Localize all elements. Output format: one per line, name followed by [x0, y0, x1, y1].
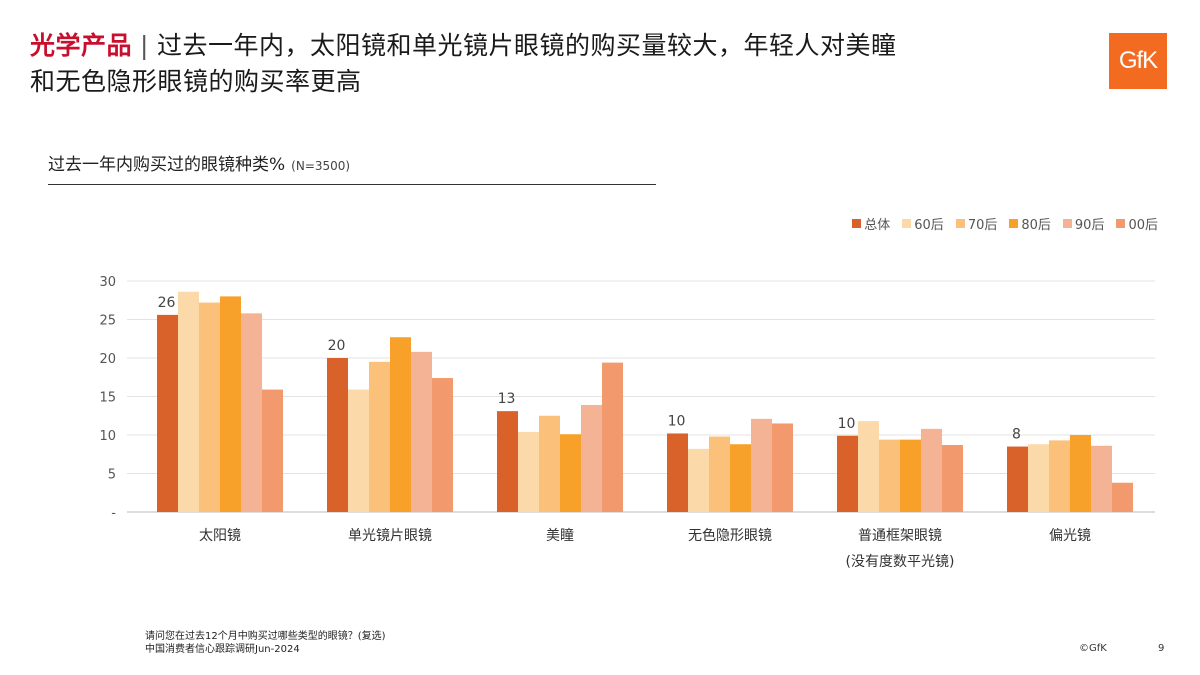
survey-question: 请问您在过去12个月中购买过哪些类型的眼镜？(复选)	[145, 631, 386, 642]
gfk-logo: GfK	[1109, 33, 1167, 89]
bar-80后	[220, 296, 241, 512]
chart-title: 过去一年内购买过的眼镜种类% (N=3500)	[48, 150, 350, 175]
legend-label: 总体	[864, 218, 891, 233]
bar-90后	[751, 418, 772, 512]
bar-总体	[667, 433, 688, 512]
legend-label: 90后	[1074, 218, 1105, 233]
data-label: 10	[668, 413, 686, 429]
bar-00后	[602, 362, 623, 512]
chart-legend: 总体 60后 70后 80后 90后 00后	[852, 214, 1158, 233]
y-tick-label: 15	[99, 391, 116, 406]
bar-60后	[178, 291, 199, 512]
y-tick-label: 25	[99, 314, 116, 329]
bar-70后	[1049, 440, 1070, 512]
page-number: 9	[1158, 643, 1165, 654]
legend-swatch	[955, 219, 965, 228]
bar-70后	[879, 439, 900, 512]
legend-item-00后: 00后	[1116, 214, 1158, 233]
bar-90后	[921, 428, 942, 512]
x-category-label: 美瞳	[546, 527, 574, 544]
bar-80后	[390, 337, 411, 512]
bar-60后	[348, 389, 369, 512]
bar-60后	[858, 421, 879, 512]
chart-title-text: 过去一年内购买过的眼镜种类%	[48, 155, 286, 175]
legend-label: 70后	[967, 218, 998, 233]
bar-80后	[730, 444, 751, 512]
bar-90后	[411, 351, 432, 512]
page-title: 光学产品 | 过去一年内，太阳镜和单光镜片眼镜的购买量较大，年轻人对美瞳 和无色隐形…	[30, 28, 1090, 100]
bar-60后	[688, 448, 709, 512]
data-label: 26	[158, 295, 176, 311]
legend-item-60后: 60后	[902, 214, 944, 233]
legend-swatch	[1062, 219, 1072, 228]
bar-80后	[1070, 435, 1091, 512]
title-accent: 光学产品	[30, 31, 133, 60]
title-line-1: 过去一年内，太阳镜和单光镜片眼镜的购买量较大，年轻人对美瞳	[156, 31, 897, 60]
bar-70后	[199, 302, 220, 512]
legend-item-80后: 80后	[1009, 214, 1051, 233]
data-label: 8	[1012, 427, 1021, 443]
x-category-label: 单光镜片眼镜	[348, 528, 432, 544]
y-tick-label: 5	[108, 468, 116, 483]
bar-70后	[539, 415, 560, 512]
bar-60后	[518, 431, 539, 512]
bar-总体	[157, 314, 178, 512]
logo-text: GfK	[1118, 47, 1158, 74]
y-tick-label: -	[111, 506, 116, 521]
bar-00后	[432, 378, 453, 512]
bar-70后	[369, 361, 390, 512]
bar-00后	[772, 423, 793, 512]
bar-总体	[1007, 446, 1028, 512]
data-label: 13	[498, 391, 516, 407]
x-category-label: 太阳镜	[199, 528, 241, 544]
bar-70后	[709, 436, 730, 512]
copyright: ©GfK	[1079, 643, 1107, 654]
legend-swatch	[852, 219, 862, 228]
bar-00后	[942, 445, 963, 512]
legend-label: 00后	[1128, 218, 1158, 233]
x-category-sublabel: (没有度数平光镜)	[846, 554, 955, 570]
bar-总体	[497, 411, 518, 512]
bar-总体	[837, 435, 858, 512]
x-category-label: 无色隐形眼镜	[688, 527, 772, 544]
data-label: 20	[328, 338, 346, 354]
x-category-label: 偏光镜	[1049, 528, 1091, 544]
legend-item-总体: 总体	[852, 214, 890, 233]
legend-item-70后: 70后	[955, 214, 998, 233]
legend-label: 60后	[914, 218, 944, 233]
data-source: 中国消费者信心跟踪调研Jun-2024	[145, 644, 300, 655]
x-category-label: 普通框架眼镜	[858, 528, 942, 544]
sample-size-label: (N=3500)	[291, 159, 351, 173]
title-underline	[48, 184, 656, 185]
bar-总体	[327, 358, 348, 512]
data-label: 10	[838, 416, 856, 432]
legend-swatch	[1116, 219, 1126, 228]
legend-swatch	[1009, 219, 1019, 228]
footnote: 请问您在过去12个月中购买过哪些类型的眼镜？(复选) 中国消费者信心跟踪调研Ju…	[145, 630, 386, 656]
bar-80后	[900, 439, 921, 512]
bar-60后	[1028, 444, 1049, 512]
legend-label: 80后	[1021, 218, 1051, 233]
title-separator: |	[140, 31, 149, 60]
bar-90后	[581, 404, 602, 512]
bar-90后	[241, 313, 262, 512]
y-tick-label: 20	[99, 352, 116, 367]
legend-swatch	[902, 219, 912, 228]
title-line-2: 和无色隐形眼镜的购买率更高	[30, 67, 362, 96]
bar-90后	[1091, 445, 1112, 512]
bar-80后	[560, 434, 581, 512]
bar-00后	[1112, 482, 1133, 512]
y-tick-label: 10	[99, 429, 116, 444]
legend-item-90后: 90后	[1062, 214, 1105, 233]
bar-00后	[262, 389, 283, 512]
y-tick-label: 30	[99, 275, 116, 290]
